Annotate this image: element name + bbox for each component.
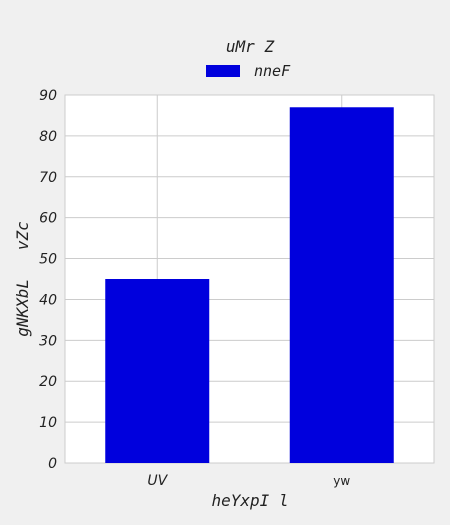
y-tick-label: 80 (39, 129, 57, 145)
bars (105, 107, 394, 464)
y-tick-label: 10 (39, 415, 57, 431)
bar-yw (289, 107, 394, 464)
y-tick-label: 0 (48, 456, 57, 472)
legend: nneF (206, 62, 291, 80)
y-tick-label: 60 (39, 211, 57, 227)
y-tick-labels: 0 10 20 30 40 50 60 70 80 90 (39, 88, 57, 472)
chart-title: uMr Z (226, 37, 275, 56)
y-tick-label: 50 (39, 252, 57, 268)
x-axis-label: heYxpI l (211, 491, 288, 510)
x-tick-label: UV (147, 473, 168, 489)
y-tick-label: 40 (39, 292, 57, 308)
bar-uv (105, 279, 210, 463)
y-tick-label: 90 (39, 88, 57, 104)
legend-label: nneF (254, 62, 291, 80)
x-tick-labels: UV yw (147, 473, 350, 489)
y-tick-label: 70 (39, 170, 57, 186)
y-axis-label: gNKXbL vZc (13, 221, 32, 337)
y-tick-label: 30 (39, 333, 57, 349)
y-tick-label: 20 (39, 374, 57, 390)
x-tick-label: yw (333, 474, 350, 488)
legend-swatch (206, 65, 240, 77)
